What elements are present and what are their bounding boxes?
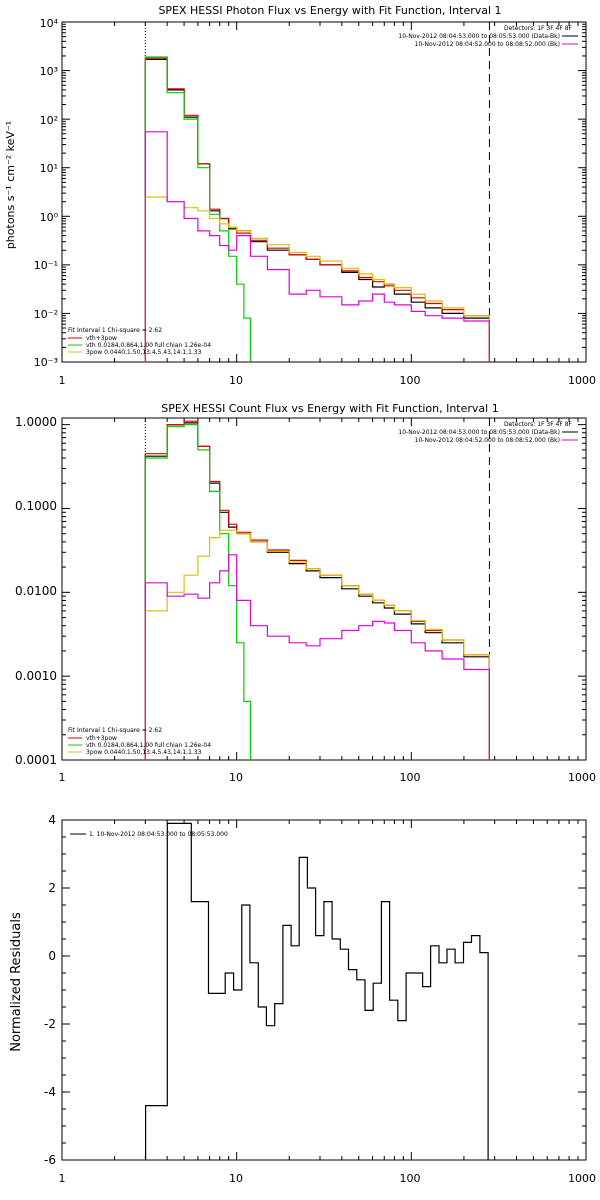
- y-tick-label: 0: [48, 949, 56, 963]
- legend-detectors: Detectors: 1F 3F 4F 8F: [504, 421, 573, 428]
- legend-entry-total: vth+3pow: [86, 335, 117, 342]
- x-tick-label: 1000: [568, 771, 596, 784]
- y-tick-label: 10³: [40, 65, 58, 78]
- legend-fit-info: Fit Interval 1 Chi-square = 2.62: [68, 727, 162, 734]
- series-line-4: [144, 554, 490, 760]
- x-tick-label: 100: [400, 1172, 421, 1185]
- chart-title: SPEX HESSI Photon Flux vs Energy with Fi…: [158, 4, 501, 17]
- y-tick-label: 0.0010: [15, 669, 57, 683]
- y-tick-label: 10²: [40, 114, 58, 127]
- series-line-4: [144, 131, 490, 362]
- chart-title: SPEX HESSI Count Flux vs Energy with Fit…: [161, 402, 498, 415]
- y-axis-label: Normalized Residuals: [9, 912, 24, 1052]
- y-tick-label: -2: [44, 1017, 56, 1031]
- series-group: [144, 420, 490, 760]
- plot-frame: [61, 417, 587, 761]
- energy-range-markers: [144, 418, 490, 760]
- y-tick-label: -4: [44, 1085, 56, 1099]
- series-line-0: [144, 422, 490, 760]
- y-tick-label: -6: [44, 1153, 56, 1167]
- x-tick-label: 1: [59, 771, 66, 784]
- series-line-2: [144, 56, 252, 362]
- legend-bottom-left: Fit Interval 1 Chi-square = 2.62 vth+3po…: [68, 327, 211, 356]
- legend-fit-info: Fit Interval 1 Chi-square = 2.62: [68, 327, 162, 334]
- series-line-3: [144, 529, 490, 760]
- legend-entry-3pow: 3pow 0.0440,1.50,13.4,5.43,14.1,1.33: [86, 349, 202, 356]
- legend-entry-total: vth+3pow: [86, 735, 117, 742]
- x-tick-label: 1000: [568, 374, 596, 387]
- plot-frame: [61, 21, 587, 363]
- plot-frame: [61, 819, 587, 1161]
- y-tick-label: 1.0000: [15, 415, 57, 429]
- x-tick-label: 1000: [568, 1172, 596, 1185]
- y-tick-label: 0.0001: [15, 753, 57, 767]
- legend-entry-data: 10-Nov-2012 08:04:53.000 to 08:05:53.000…: [398, 33, 560, 40]
- y-tick-label: 0.1000: [15, 499, 57, 513]
- residuals-chart: Normalized Residuals 1 10 100 1000 -6 -4…: [9, 813, 596, 1185]
- series-line-1: [144, 420, 490, 760]
- legend: 1. 10-Nov-2012 08:04:53.000 to 08:05:53.…: [70, 831, 228, 838]
- series-line-0: [144, 58, 490, 362]
- legend-top-right: Detectors: 1F 3F 4F 8F 10-Nov-2012 08:04…: [398, 25, 578, 48]
- y-tick-label: 10⁻¹: [34, 259, 58, 272]
- legend-entry-bk: 10-Nov-2012 08:04:52.000 to 08:08:52.000…: [415, 41, 560, 48]
- series-line-2: [144, 424, 252, 760]
- x-tick-label: 10: [229, 771, 243, 784]
- energy-range-markers: [144, 22, 490, 362]
- y-tick-label: 2: [48, 881, 56, 895]
- y-axis-label: photons s⁻¹ cm⁻² keV⁻¹: [4, 121, 17, 249]
- legend-entry-data: 10-Nov-2012 08:04:53.000 to 08:05:53.000…: [398, 429, 560, 436]
- y-tick-label: 10¹: [40, 162, 58, 175]
- y-tick-label: 10⁴: [40, 17, 59, 30]
- series-group: [145, 822, 489, 1161]
- legend-top-right: Detectors: 1F 3F 4F 8F 10-Nov-2012 08:04…: [398, 421, 578, 444]
- y-tick-label: 10⁰: [40, 211, 59, 224]
- series-line-0: [145, 822, 489, 1161]
- axis-ticks: [61, 819, 586, 1161]
- series-line-1: [144, 57, 490, 362]
- axis-ticks: [61, 22, 586, 363]
- legend-detectors: Detectors: 1F 3F 4F 8F: [504, 25, 573, 32]
- legend-entry-3pow: 3pow 0.0440,1.50,13.4,5.43,14.1,1.33: [86, 749, 202, 756]
- x-tick-label: 10: [229, 374, 243, 387]
- x-tick-label: 1: [59, 374, 66, 387]
- y-tick-label: 10⁻³: [34, 356, 58, 369]
- x-tick-label: 100: [400, 771, 421, 784]
- x-tick-label: 1: [59, 1172, 66, 1185]
- axis-ticks: [61, 418, 586, 761]
- photon-flux-chart: SPEX HESSI Photon Flux vs Energy with Fi…: [4, 4, 596, 387]
- legend-entry-bk: 10-Nov-2012 08:04:52.000 to 08:08:52.000…: [415, 437, 560, 444]
- count-flux-chart: SPEX HESSI Count Flux vs Energy with Fit…: [15, 402, 596, 784]
- series-group: [144, 56, 490, 362]
- legend-entry-vth: vth 0.0184,0.864,1.00 full chian 1.26e-0…: [86, 342, 211, 349]
- x-tick-label: 100: [400, 374, 421, 387]
- y-tick-label: 4: [48, 813, 56, 827]
- y-tick-label: 0.0100: [15, 584, 57, 598]
- legend-entry-vth: vth 0.0184,0.864,1.00 full chian 1.26e-0…: [86, 742, 211, 749]
- x-tick-label: 10: [229, 1172, 243, 1185]
- series-line-3: [144, 196, 490, 362]
- legend-entry: 1. 10-Nov-2012 08:04:53.000 to 08:05:53.…: [89, 831, 228, 838]
- y-tick-label: 10⁻²: [34, 308, 58, 321]
- legend-bottom-left: Fit Interval 1 Chi-square = 2.62 vth+3po…: [68, 727, 211, 756]
